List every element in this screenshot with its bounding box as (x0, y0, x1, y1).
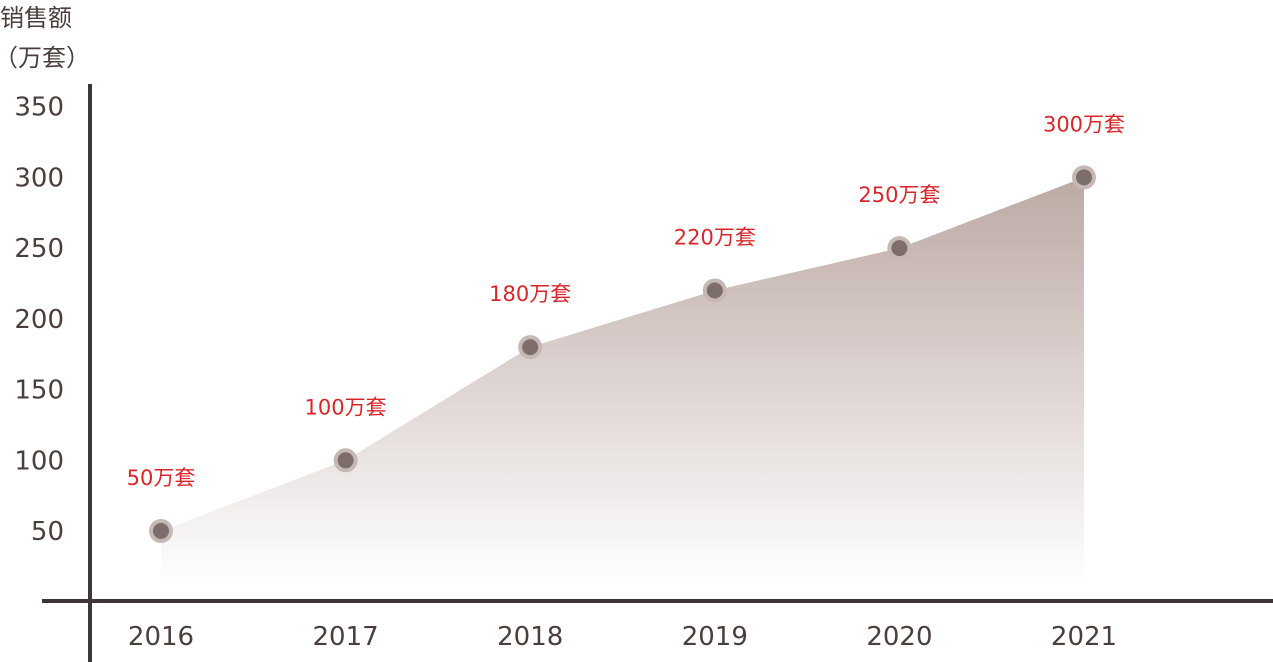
data-point (518, 335, 543, 360)
area-fill (161, 177, 1084, 585)
y-tick-label: 200 (14, 305, 64, 335)
y-tick-label: 300 (14, 163, 64, 193)
y-tick-label: 50 (31, 517, 64, 547)
data-label: 220万套 (674, 226, 756, 250)
y-tick-labels: 50 100 150 200 250 300 350 (14, 93, 64, 547)
x-tick-label: 2018 (497, 622, 563, 652)
data-label: 100万套 (305, 395, 387, 419)
x-tick-label: 2021 (1051, 622, 1117, 652)
data-label: 300万套 (1043, 112, 1125, 136)
y-tick-label: 350 (14, 93, 64, 123)
x-tick-label: 2017 (313, 622, 379, 652)
y-tick-label: 150 (14, 376, 64, 406)
y-axis-title-line1: 销售额 (0, 4, 72, 32)
x-tick-label: 2016 (128, 622, 194, 652)
y-tick-label: 100 (14, 446, 64, 476)
data-label: 250万套 (858, 183, 940, 207)
data-point (887, 236, 912, 261)
data-point (149, 519, 173, 543)
data-label: 180万套 (489, 282, 571, 306)
y-tick-label: 250 (14, 234, 64, 264)
y-axis-title-line2: （万套） (0, 44, 90, 72)
data-labels: 50万套 100万套 180万套 220万套 250万套 300万套 (127, 112, 1125, 490)
data-points (149, 165, 1096, 543)
data-point (333, 448, 358, 473)
x-tick-label: 2019 (682, 622, 748, 652)
data-point (702, 278, 727, 303)
data-label: 50万套 (127, 466, 196, 490)
x-tick-labels: 2016 2017 2018 2019 2020 2021 (128, 622, 1117, 652)
data-point (1072, 165, 1096, 190)
x-tick-label: 2020 (866, 622, 932, 652)
